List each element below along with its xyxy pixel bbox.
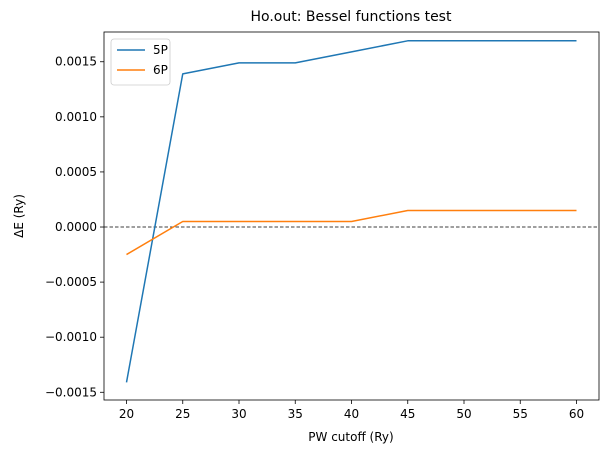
- x-axis-ticks: 20 25 30 35 40 45 50 55 60: [119, 400, 584, 421]
- y-axis-label: ΔE (Ry): [12, 194, 26, 238]
- x-tick-label: 35: [288, 407, 303, 421]
- y-tick-label: −0.0015: [45, 385, 97, 399]
- chart-title: Ho.out: Bessel functions test: [251, 9, 452, 25]
- y-tick-label: 0.0000: [55, 220, 97, 234]
- x-tick-label: 50: [456, 407, 471, 421]
- legend-label-5p: 5P: [153, 43, 168, 57]
- series-line-5p: [125, 40, 577, 383]
- x-tick-label: 60: [569, 407, 584, 421]
- y-tick-label: −0.0005: [45, 275, 97, 289]
- x-tick-label: 45: [400, 407, 415, 421]
- legend-label-6p: 6P: [153, 63, 168, 77]
- y-tick-label: 0.0010: [55, 110, 97, 124]
- x-axis-label: PW cutoff (Ry): [308, 430, 393, 444]
- y-axis-ticks: −0.0015 −0.0010 −0.0005 0.0000 0.0005 0.0010 0…: [45, 55, 104, 399]
- x-tick-label: 40: [344, 407, 359, 421]
- x-tick-label: 55: [513, 407, 528, 421]
- y-tick-label: 0.0005: [55, 165, 97, 179]
- plot-area: [104, 40, 599, 383]
- x-tick-label: 20: [119, 407, 134, 421]
- plot-frame: [103, 31, 600, 401]
- y-tick-label: 0.0015: [55, 55, 97, 69]
- y-tick-label: −0.0010: [45, 330, 97, 344]
- series-line-6p: [126, 209, 577, 256]
- x-tick-label: 30: [231, 407, 246, 421]
- x-tick-label: 25: [175, 407, 190, 421]
